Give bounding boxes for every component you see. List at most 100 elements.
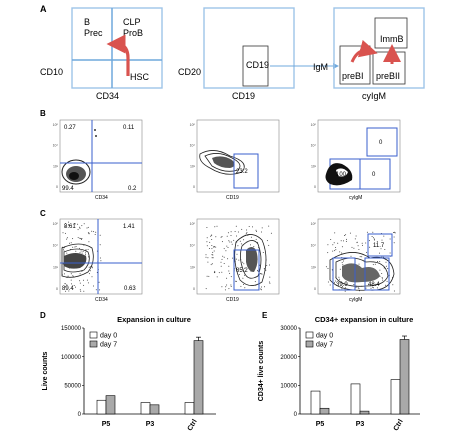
event-dot — [88, 233, 90, 235]
event-dot — [339, 268, 341, 270]
axis-xlabel: cyIgM — [349, 297, 362, 303]
quadrant-label-tl-1: B — [84, 17, 90, 27]
density-contour — [61, 159, 91, 185]
event-dot — [94, 129, 96, 131]
event-dot — [349, 232, 351, 234]
event-dot — [374, 263, 376, 265]
panel-a: A B Prec CLP ProB HSC CD10 CD34 CD19 CD2… — [40, 4, 425, 101]
event-dot — [68, 225, 70, 226]
event-dot — [393, 236, 395, 238]
event-dot — [81, 252, 83, 254]
event-dot — [343, 240, 344, 242]
event-dot — [206, 237, 208, 239]
event-dot — [65, 290, 67, 292]
event-dot — [79, 252, 81, 254]
event-dot — [355, 286, 357, 288]
plot-frame — [333, 7, 425, 89]
event-dot — [79, 237, 81, 239]
event-dot — [342, 264, 344, 266]
legend-label: day 7 — [100, 342, 117, 349]
event-dot — [380, 248, 382, 250]
gate-label-prebi: preBI — [342, 71, 364, 81]
event-dot — [266, 265, 268, 267]
plot-frame — [71, 7, 163, 89]
x-tick-label: P3 — [146, 421, 155, 428]
event-dot — [228, 265, 230, 267]
axis-tick-label: 10³ — [311, 164, 317, 168]
event-dot — [227, 247, 229, 248]
density-core — [64, 253, 87, 269]
event-dot — [369, 246, 371, 248]
event-dot — [383, 267, 385, 269]
plot-frame — [59, 119, 143, 193]
event-dot — [327, 268, 329, 269]
density-contour — [240, 240, 262, 279]
event-dot — [79, 273, 81, 275]
bar-chart-expansion: Expansion in culture 0 50000 100000 150000 Li… — [42, 315, 216, 432]
event-dot — [63, 273, 65, 275]
event-dot — [230, 276, 232, 278]
event-dot — [88, 273, 90, 275]
event-dot — [64, 283, 66, 285]
event-dot — [87, 248, 89, 250]
event-dot — [86, 279, 88, 281]
event-dot — [385, 261, 387, 263]
event-dot — [80, 250, 82, 252]
event-dot — [231, 243, 233, 245]
event-dot — [379, 261, 381, 263]
event-dot — [210, 235, 212, 237]
event-dot — [230, 235, 232, 236]
event-dot — [207, 257, 209, 259]
x-tick-label: Ctrl — [393, 418, 405, 432]
bar-chart-cd34-expansion: CD34+ expansion in culture 0 10000 20000 300… — [258, 315, 420, 432]
event-dot — [87, 226, 89, 228]
event-dot — [79, 227, 81, 229]
axis-tick-label: 0 — [56, 185, 58, 189]
event-dot — [81, 225, 83, 227]
event-dot — [70, 279, 72, 281]
event-dot — [95, 231, 97, 233]
event-dot — [350, 255, 352, 257]
prebii-gate — [364, 257, 390, 291]
event-dot — [339, 251, 341, 253]
event-dot — [205, 256, 207, 258]
event-dot — [223, 256, 225, 258]
event-dot — [64, 232, 66, 234]
event-dot — [77, 237, 79, 239]
gate-value-2: 0 — [379, 140, 383, 146]
event-dot — [235, 225, 237, 227]
event-dot — [260, 288, 262, 290]
event-dot — [214, 270, 216, 272]
event-dot — [354, 238, 356, 240]
event-dot — [216, 225, 218, 227]
event-dot — [83, 279, 84, 281]
panel-a-plot1: B Prec CLP ProB HSC CD10 CD34 — [40, 7, 163, 101]
event-dot — [238, 259, 240, 261]
axis-tick-label: 10⁴ — [190, 244, 196, 248]
y-tick-label: 0 — [294, 412, 298, 418]
event-dot — [244, 274, 245, 276]
prebi-gate — [332, 257, 356, 291]
axis-tick-label: 0 — [193, 287, 195, 291]
event-dot — [394, 232, 396, 234]
event-dot — [228, 270, 230, 272]
event-dot — [68, 290, 70, 292]
event-dot — [371, 283, 373, 285]
gate-value: 85.2 — [236, 268, 248, 274]
event-dot — [356, 242, 358, 244]
event-dot — [355, 235, 357, 237]
density-contour — [61, 243, 94, 278]
event-dot — [252, 226, 253, 228]
density-hole — [336, 168, 348, 177]
quadrant-value-br: 0.63 — [124, 286, 136, 292]
event-dot — [366, 231, 368, 233]
event-dot — [80, 239, 82, 240]
event-dot — [95, 289, 97, 291]
event-dot — [77, 229, 79, 231]
plot-frame — [317, 119, 401, 193]
event-dot — [211, 245, 213, 246]
event-dot — [82, 251, 84, 252]
chart-title: Expansion in culture — [117, 315, 191, 324]
event-dot — [335, 249, 337, 251]
axis-tick-label: 10⁵ — [53, 123, 59, 127]
